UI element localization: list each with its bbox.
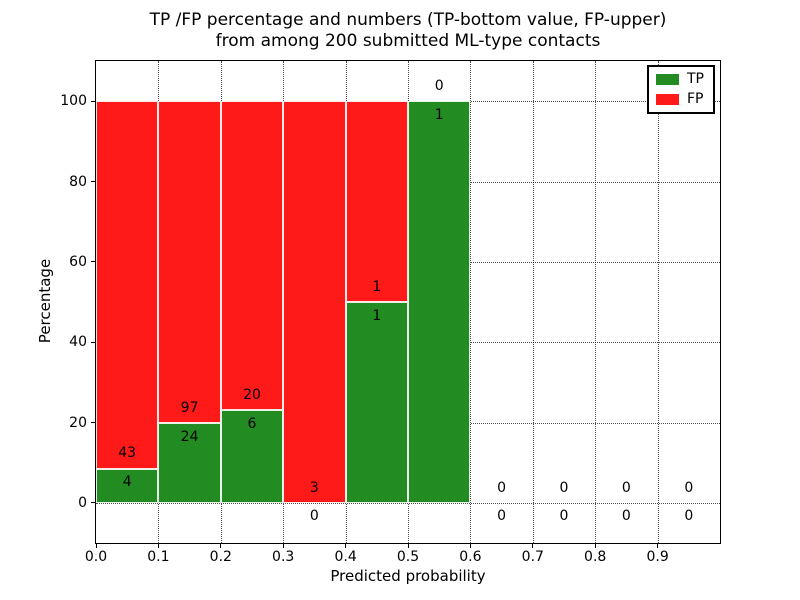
bar-tp-2 [220,410,284,503]
y-tick-label-0: 0 [78,494,87,511]
legend-swatch-tp [656,74,679,85]
y-tick-label-40: 40 [69,334,87,351]
x-tick-0.2 [220,543,222,548]
legend-entry-fp: FP [656,91,706,107]
bar-fp-2 [220,101,284,411]
x-tick-0.7 [532,543,534,548]
x-tick-0.5 [407,543,409,548]
gridline-x-0.6 [470,61,472,543]
bar-fp-4 [345,101,408,302]
x-tick-label-0.8: 0.8 [584,549,607,565]
tp-count-label-1: 24 [180,428,199,445]
x-tick-label-0.0: 0.0 [84,549,108,565]
gridline-x-0.9 [657,61,659,543]
y-axis-label: Percentage [36,258,54,344]
x-tick-0.0 [95,543,97,548]
x-tick-label-0.7: 0.7 [521,549,544,565]
x-tick-label-0.5: 0.5 [396,549,420,565]
plot-area: 0 20 40 60 80 100 0.0 0.1 0.2 0.3 0.4 0.5 0.6 0.7 0.8 0… [60,60,721,565]
y-tick-20 [91,422,96,423]
x-tick-label-0.6: 0.6 [459,549,482,565]
tp-count-label-7: 0 [559,508,569,525]
y-tick-label-100: 100 [60,93,87,110]
bar-fp-0 [96,101,159,469]
legend-entry-tp: TP [656,71,706,87]
x-tick-label-0.2: 0.2 [209,549,232,565]
y-tick-label-80: 80 [69,173,87,190]
legend-label-tp: TP [687,71,704,87]
legend-swatch-fp [656,94,679,105]
x-axis-label: Predicted probability [330,567,486,585]
bar-tp-1 [158,423,221,503]
y-tick-60 [91,261,96,263]
bar-tp-5 [408,101,471,503]
fp-count-label-1: 97 [180,400,199,417]
x-tick-0.9 [657,543,659,548]
fp-count-label-3: 3 [309,479,319,496]
x-tick-0.6 [469,543,471,548]
tp-count-label-8: 0 [621,508,631,525]
tp-count-label-5: 1 [434,106,444,123]
x-tick-0.8 [594,543,596,548]
x-tick-label-0.4: 0.4 [334,549,357,565]
tp-count-label-0: 4 [122,474,132,491]
x-tick-label-0.9: 0.9 [646,549,669,565]
fp-count-label-8: 0 [621,479,631,496]
bar-fp-1 [158,101,221,424]
fp-count-label-9: 0 [684,479,694,496]
x-tick-label-0.3: 0.3 [272,549,295,565]
gridline-x-0.8 [595,61,597,543]
y-tick-40 [91,341,96,343]
tp-count-label-2: 6 [247,415,257,432]
bar-fp-3 [283,101,346,503]
bar-tp-0 [96,468,159,503]
chart-title: TP /FP percentage and numbers (TP-bottom… [149,10,667,51]
bar-tp-4 [345,302,408,503]
x-tick-0.4 [345,543,347,548]
y-tick-label-20: 20 [69,414,87,431]
y-tick-100 [91,100,96,102]
y-tick-80 [91,181,96,182]
tp-count-label-3: 0 [309,508,319,525]
legend-label-fp: FP [687,91,704,107]
gridline-x-0.7 [532,61,534,543]
fp-count-label-0: 43 [118,445,137,462]
tp-count-label-4: 1 [372,307,382,324]
fp-count-label-5: 0 [434,77,444,94]
tp-count-label-6: 0 [497,508,507,525]
tp-count-label-9: 0 [684,508,694,525]
fp-count-label-6: 0 [497,479,507,496]
y-tick-label-60: 60 [69,253,87,270]
legend: TP FP [647,65,715,114]
x-tick-label-0.1: 0.1 [147,549,170,565]
y-tick-0 [91,502,96,504]
fp-count-label-2: 20 [243,386,261,403]
fp-count-label-7: 0 [559,479,569,496]
fp-count-label-4: 1 [372,278,382,295]
x-tick-0.3 [282,543,284,548]
x-tick-0.1 [157,543,159,548]
